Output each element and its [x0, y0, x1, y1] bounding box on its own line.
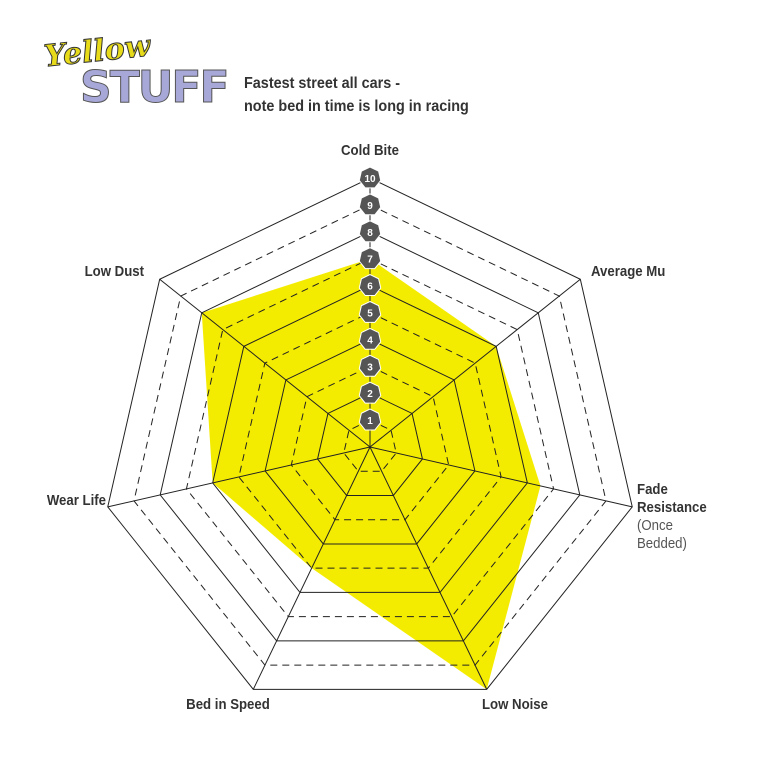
- axis-label: Bed in Speed: [186, 696, 270, 713]
- title-line: Fastest street all cars -: [244, 75, 401, 92]
- spoke: [369, 446, 633, 508]
- chart-title: Fastest street all cars - note bed in ti…: [244, 72, 469, 118]
- tick-badge: [358, 300, 382, 323]
- tick-badge: [358, 166, 382, 189]
- tick-badge: [358, 247, 382, 270]
- axis-label: Fade Resistance (Once Bedded): [637, 481, 716, 553]
- spoke: [369, 446, 488, 690]
- grid-ring: [185, 258, 555, 618]
- grid-ring: [159, 231, 581, 642]
- r-tick-label: 3: [367, 362, 373, 373]
- spoke: [107, 446, 371, 508]
- r-tick-label: 1: [367, 416, 373, 427]
- logo-bottom: STUFF: [80, 62, 231, 114]
- tick-badge: [358, 220, 382, 243]
- r-tick-label: 4: [367, 335, 373, 346]
- tick-badge: [358, 408, 382, 431]
- grid-ring: [238, 311, 502, 569]
- spoke: [252, 446, 371, 690]
- r-tick-label: 9: [367, 201, 373, 212]
- grid-ring: [317, 392, 423, 496]
- tick-badge: [358, 354, 382, 377]
- grid-ring: [264, 338, 476, 545]
- tick-badge: [358, 193, 382, 216]
- spoke: [159, 278, 371, 448]
- r-tick-label: 8: [367, 228, 373, 239]
- grid-ring: [290, 365, 450, 521]
- tick-badge: [358, 274, 382, 297]
- grid-ring: [107, 177, 633, 690]
- r-tick-label: 10: [364, 174, 376, 185]
- grid-ring: [343, 419, 397, 472]
- spoke: [369, 278, 581, 448]
- grid-ring: [212, 285, 528, 593]
- tick-badge: [358, 327, 382, 350]
- axis-label: Wear Life: [46, 492, 106, 509]
- tick-badge: [358, 381, 382, 404]
- r-tick-label: 5: [367, 309, 373, 320]
- axis-label: Low Noise: [481, 696, 548, 713]
- r-tick-label: 7: [367, 255, 373, 266]
- grid-ring: [133, 204, 607, 666]
- title-line: note bed in time is long in racing: [244, 98, 469, 115]
- r-tick-label: 2: [367, 389, 373, 400]
- axis-note: (Once Bedded): [637, 517, 687, 552]
- r-tick-label: 6: [367, 282, 373, 293]
- data-area: [201, 258, 541, 690]
- axis-label: Low Dust: [84, 263, 144, 280]
- axis-label: Cold Bite: [341, 142, 399, 159]
- axis-label: Average Mu: [591, 263, 666, 280]
